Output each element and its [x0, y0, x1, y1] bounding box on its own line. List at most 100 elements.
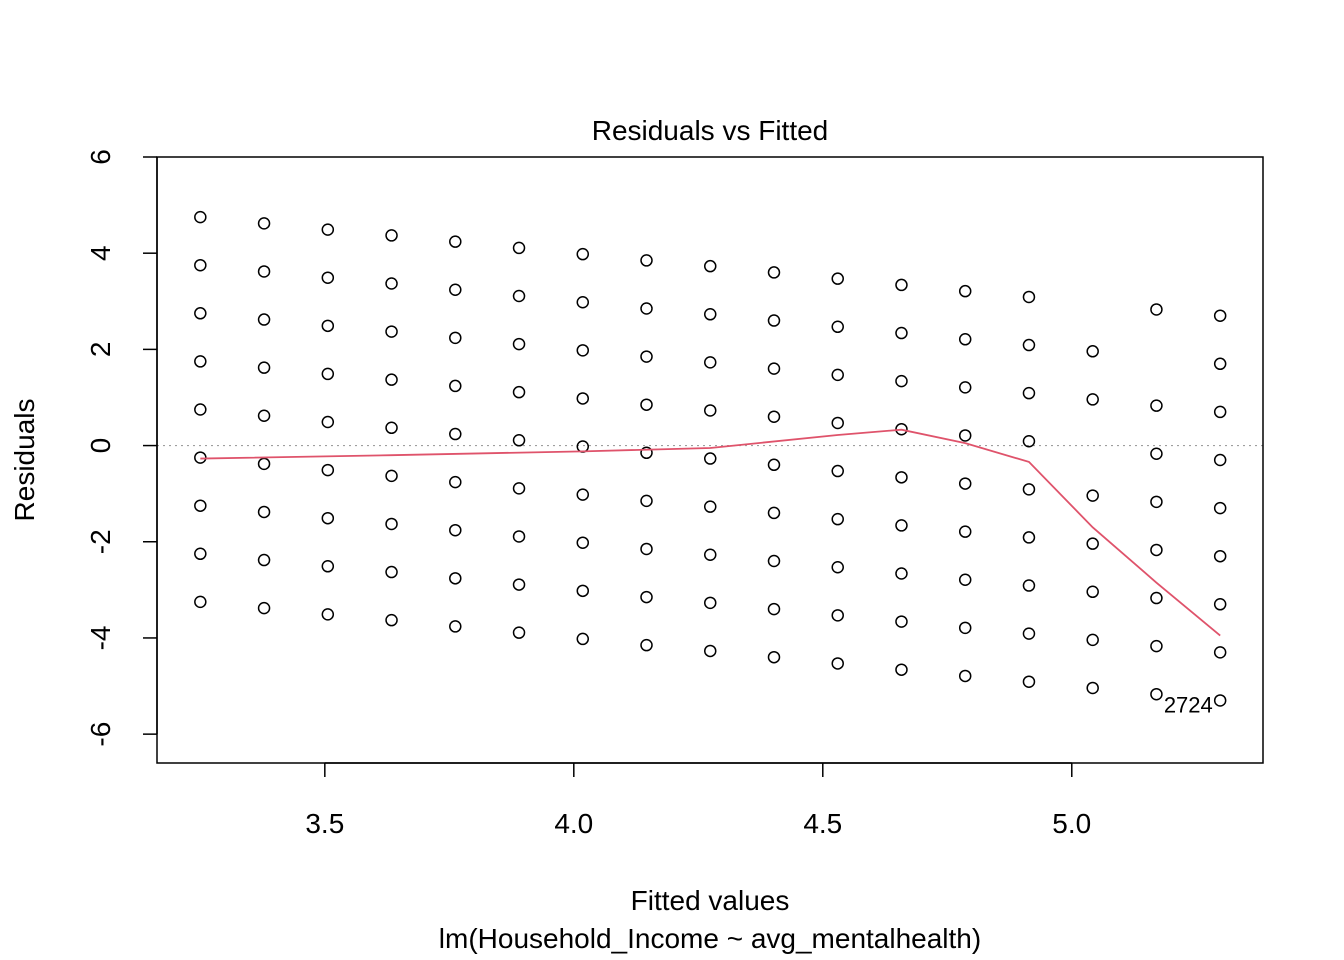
data-point — [958, 333, 972, 346]
x-axis: 3.5 4.0 4.5 5.0 — [305, 762, 1091, 839]
data-point — [1022, 531, 1036, 544]
y-tick-label: -4 — [85, 625, 116, 650]
data-point — [512, 578, 526, 591]
data-point — [257, 409, 271, 423]
data-point — [321, 271, 335, 284]
data-point — [1086, 345, 1099, 358]
data-point — [703, 259, 717, 273]
data-point — [1022, 290, 1036, 304]
data-point — [831, 416, 844, 430]
data-point — [895, 615, 908, 628]
point-label: 2724 — [1164, 693, 1213, 718]
data-point — [1150, 399, 1163, 412]
data-point — [449, 572, 462, 585]
data-point — [1213, 501, 1227, 515]
data-point — [640, 446, 653, 460]
data-point — [321, 319, 335, 333]
data-point — [958, 429, 972, 442]
data-point — [831, 609, 844, 622]
data-point — [1150, 303, 1163, 316]
data-point — [1086, 681, 1099, 695]
data-point — [767, 554, 781, 568]
data-point — [194, 210, 207, 224]
data-point — [640, 350, 653, 363]
data-point — [257, 457, 271, 471]
data-point — [1086, 537, 1099, 550]
data-point — [703, 644, 717, 658]
data-point — [257, 313, 271, 326]
data-point — [831, 320, 844, 334]
data-point — [831, 272, 844, 285]
data-point — [449, 620, 462, 633]
data-point — [895, 326, 908, 340]
data-point — [576, 632, 590, 646]
data-point — [640, 398, 653, 411]
data-point — [512, 530, 526, 543]
data-point — [257, 601, 271, 615]
data-point — [385, 565, 398, 579]
data-point — [194, 403, 207, 416]
data-point — [958, 284, 972, 298]
y-tick-label: 0 — [85, 438, 116, 454]
data-point — [895, 663, 908, 676]
data-point — [640, 542, 653, 556]
data-point — [257, 553, 271, 567]
data-point — [1086, 393, 1099, 406]
data-point — [512, 337, 526, 351]
data-point — [321, 608, 335, 621]
data-point — [895, 278, 908, 292]
data-point — [321, 560, 335, 573]
data-point — [1022, 338, 1036, 352]
data-point — [1022, 386, 1036, 400]
data-point — [1150, 447, 1163, 460]
data-point — [257, 265, 271, 278]
data-point — [512, 434, 526, 447]
data-point — [1213, 549, 1227, 563]
data-point — [703, 404, 717, 417]
data-point — [958, 477, 972, 490]
data-point — [831, 512, 844, 526]
data-point — [767, 458, 781, 472]
data-point — [703, 308, 717, 321]
data-point — [1213, 405, 1227, 419]
data-point — [1150, 591, 1163, 605]
data-point — [385, 469, 398, 483]
data-point — [321, 367, 335, 381]
data-point — [449, 475, 462, 489]
point-labels: 2724 — [1164, 693, 1213, 718]
data-point — [640, 254, 653, 267]
data-point — [703, 500, 717, 513]
data-point — [1213, 453, 1227, 467]
data-point — [1086, 489, 1099, 502]
data-point — [831, 561, 844, 574]
data-point — [385, 517, 398, 531]
data-point — [767, 362, 781, 375]
data-point — [1213, 357, 1227, 371]
data-point — [576, 295, 590, 309]
data-point — [1150, 543, 1163, 557]
data-point — [958, 381, 972, 394]
data-point — [576, 536, 590, 549]
data-point — [194, 499, 207, 512]
data-point — [321, 511, 335, 525]
data-point — [1022, 627, 1036, 640]
data-point — [576, 247, 590, 261]
data-point — [321, 223, 335, 236]
data-point — [703, 548, 717, 561]
data-point — [385, 613, 398, 627]
data-point — [1086, 585, 1099, 599]
model-formula-subtitle: lm(Household_Income ~ avg_mentalhealth) — [439, 923, 981, 954]
data-point — [958, 573, 972, 587]
chart-title: Residuals vs Fitted — [592, 115, 829, 146]
data-point — [895, 471, 908, 484]
data-point — [449, 283, 462, 296]
data-point — [958, 621, 972, 635]
data-point — [449, 523, 462, 537]
data-point — [1022, 579, 1036, 592]
data-point — [194, 355, 207, 368]
data-point — [767, 506, 781, 520]
data-point — [1150, 495, 1163, 509]
data-point — [703, 452, 717, 465]
data-point — [194, 258, 207, 272]
